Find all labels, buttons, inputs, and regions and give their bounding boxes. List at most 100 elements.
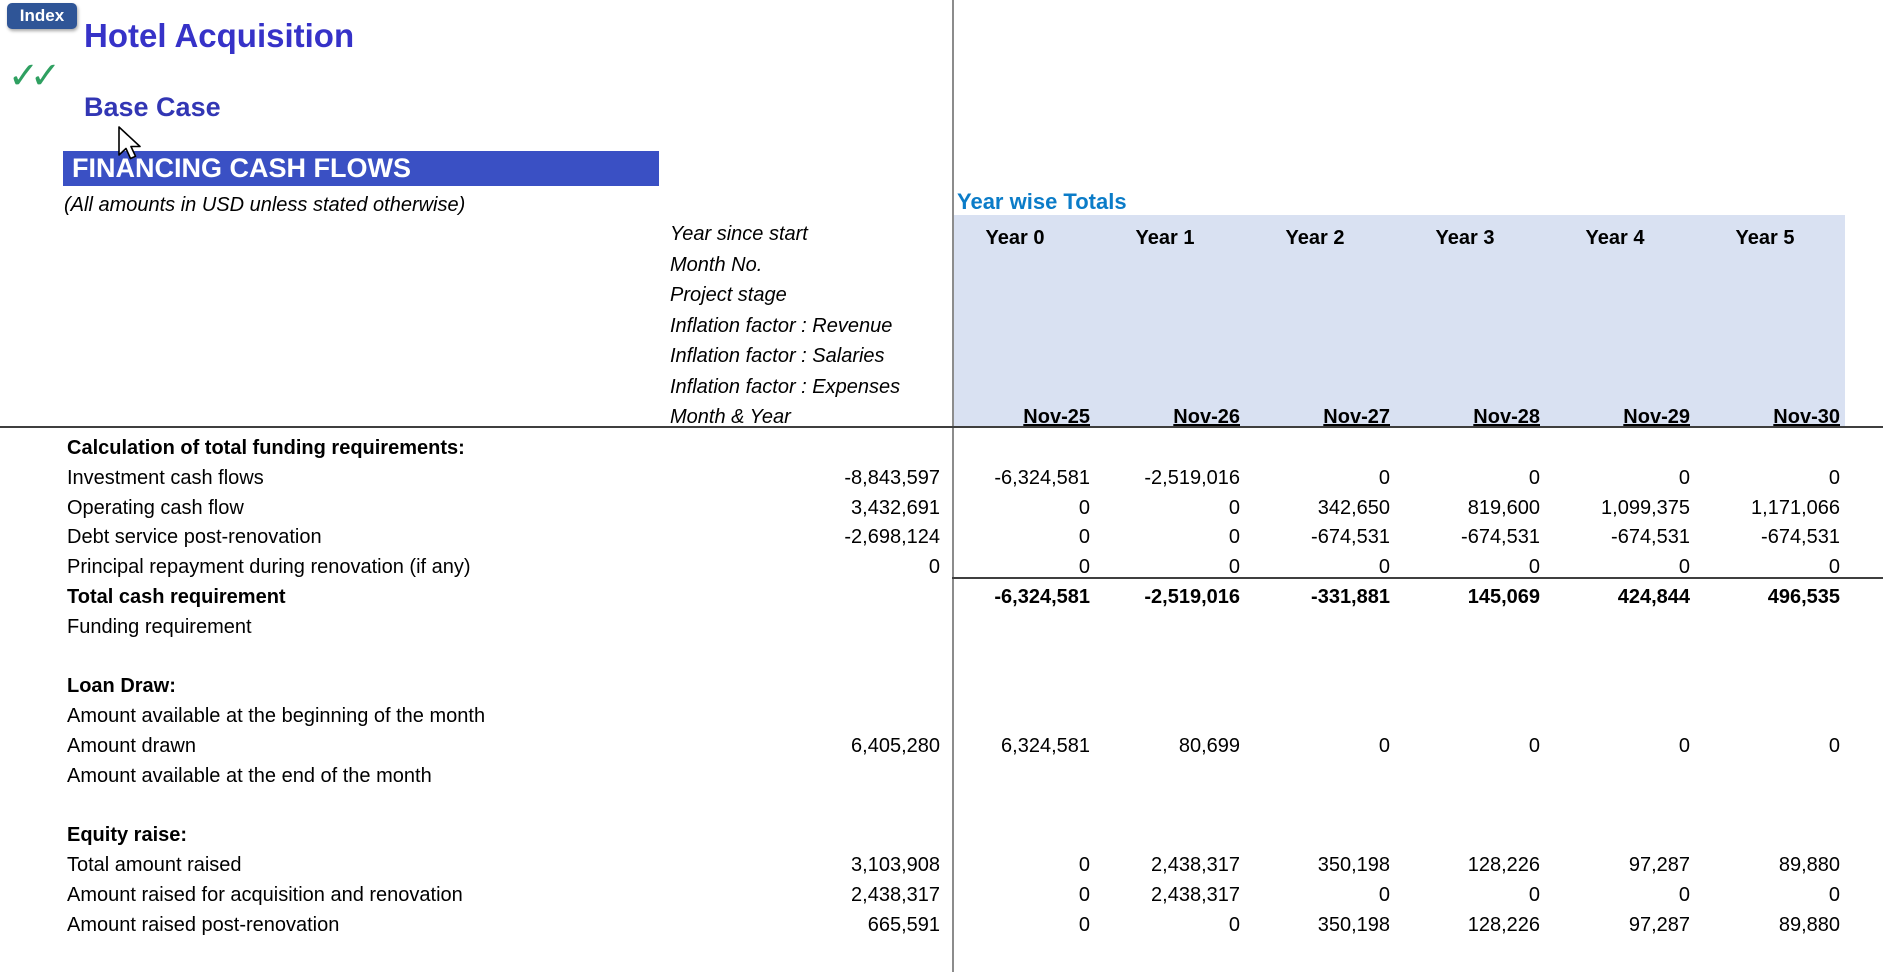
- year-value-cell[interactable]: -6,324,581: [994, 586, 1090, 608]
- row-label: Equity raise:: [67, 824, 188, 847]
- total-value-cell[interactable]: 6,405,280: [851, 735, 940, 757]
- year-value-cell[interactable]: 2,438,317: [1151, 884, 1240, 906]
- double-checkmark-icon: ✓✓: [8, 55, 61, 96]
- year-value-cell[interactable]: 0: [1228, 526, 1240, 549]
- row-label: Principal repayment during renovation (i…: [67, 556, 471, 579]
- year-value-cell[interactable]: 0: [1678, 556, 1690, 579]
- total-value-cell[interactable]: 2,438,317: [851, 884, 940, 906]
- year-totals-panel: [953, 215, 1845, 427]
- total-value-cell[interactable]: 665,591: [867, 913, 940, 936]
- meta-label: Inflation factor : Salaries: [670, 345, 885, 367]
- year-value-cell[interactable]: 0: [1378, 884, 1390, 906]
- year-value-cell[interactable]: 0: [1078, 884, 1090, 906]
- year-value-cell[interactable]: 80,699: [1178, 735, 1240, 757]
- year-value-cell[interactable]: 424,844: [1617, 586, 1690, 608]
- year-value-cell[interactable]: 97,287: [1628, 854, 1690, 877]
- workbook-title: Hotel Acquisition: [84, 17, 355, 54]
- year-value-cell[interactable]: 145,069: [1467, 586, 1540, 608]
- row-label: Loan Draw:: [67, 675, 176, 698]
- month-year-cell[interactable]: Nov-30: [1773, 406, 1840, 428]
- scenario-title: Base Case: [84, 92, 221, 122]
- year-value-cell[interactable]: 0: [1528, 884, 1540, 906]
- year-value-cell[interactable]: 128,226: [1467, 854, 1540, 877]
- year-column-header[interactable]: Year 4: [1585, 227, 1645, 249]
- year-value-cell[interactable]: 0: [1378, 556, 1390, 579]
- year-value-cell[interactable]: -2,519,016: [1144, 466, 1240, 489]
- row-label: Amount available at the beginning of the…: [67, 705, 486, 728]
- year-value-cell[interactable]: 0: [1078, 854, 1090, 877]
- year-value-cell[interactable]: -674,531: [1761, 526, 1840, 549]
- year-value-cell[interactable]: 1,171,066: [1751, 496, 1840, 519]
- year-value-cell[interactable]: 819,600: [1467, 496, 1540, 519]
- year-value-cell[interactable]: 0: [1678, 466, 1690, 489]
- year-value-cell[interactable]: 0: [1228, 496, 1240, 519]
- year-value-cell[interactable]: 128,226: [1467, 913, 1540, 936]
- total-row-rule: [952, 577, 1883, 579]
- year-value-cell[interactable]: 89,880: [1778, 913, 1840, 936]
- year-value-cell[interactable]: 0: [1678, 735, 1690, 757]
- year-column-header[interactable]: Year 5: [1735, 227, 1795, 249]
- month-year-cell[interactable]: Nov-26: [1173, 406, 1240, 428]
- year-value-cell[interactable]: 0: [1828, 735, 1840, 757]
- meta-label: Year since start: [670, 223, 808, 245]
- row-label: Amount raised post-renovation: [67, 913, 340, 936]
- year-value-cell[interactable]: -674,531: [1311, 526, 1390, 549]
- year-value-cell[interactable]: -2,519,016: [1144, 586, 1240, 608]
- row-label: Total amount raised: [67, 854, 242, 877]
- year-value-cell[interactable]: 0: [1828, 466, 1840, 489]
- row-label: Debt service post-renovation: [67, 526, 322, 549]
- total-value-cell[interactable]: 0: [928, 556, 940, 579]
- year-value-cell[interactable]: 350,198: [1317, 854, 1390, 877]
- year-value-cell[interactable]: 0: [1078, 526, 1090, 549]
- year-value-cell[interactable]: 0: [1528, 735, 1540, 757]
- year-value-cell[interactable]: 89,880: [1778, 854, 1840, 877]
- year-value-cell[interactable]: 496,535: [1767, 586, 1840, 608]
- year-value-cell[interactable]: 0: [1078, 496, 1090, 519]
- year-value-cell[interactable]: 97,287: [1628, 913, 1690, 936]
- month-year-cell[interactable]: Nov-29: [1623, 406, 1690, 428]
- month-year-cell[interactable]: Nov-25: [1023, 406, 1090, 428]
- month-year-cell[interactable]: Nov-28: [1473, 406, 1540, 428]
- year-value-cell[interactable]: 0: [1528, 556, 1540, 579]
- year-value-cell[interactable]: 2,438,317: [1151, 854, 1240, 877]
- year-value-cell[interactable]: 0: [1528, 466, 1540, 489]
- year-value-cell[interactable]: 0: [1228, 913, 1240, 936]
- year-value-cell[interactable]: 0: [1228, 556, 1240, 579]
- total-value-cell[interactable]: 3,103,908: [851, 854, 940, 877]
- row-label: Operating cash flow: [67, 496, 244, 519]
- year-value-cell[interactable]: 350,198: [1317, 913, 1390, 936]
- year-value-cell[interactable]: 1,099,375: [1601, 496, 1690, 519]
- year-value-cell[interactable]: 0: [1378, 466, 1390, 489]
- year-column-header[interactable]: Year 3: [1435, 227, 1495, 249]
- pane-divider: [952, 0, 954, 972]
- year-value-cell[interactable]: 6,324,581: [1001, 735, 1090, 757]
- year-column-header[interactable]: Year 0: [985, 227, 1045, 249]
- year-value-cell[interactable]: -674,531: [1611, 526, 1690, 549]
- units-note: (All amounts in USD unless stated otherw…: [64, 194, 466, 216]
- year-value-cell[interactable]: -331,881: [1311, 586, 1390, 608]
- year-column-header[interactable]: Year 2: [1285, 227, 1345, 249]
- total-value-cell[interactable]: 3,432,691: [851, 496, 940, 519]
- year-value-cell[interactable]: 0: [1828, 884, 1840, 906]
- year-value-cell[interactable]: 342,650: [1317, 496, 1390, 519]
- year-value-cell[interactable]: 0: [1378, 735, 1390, 757]
- meta-label: Inflation factor : Expenses: [670, 375, 901, 398]
- month-year-cell[interactable]: Nov-27: [1323, 406, 1390, 428]
- mouse-cursor: [118, 126, 141, 160]
- year-value-cell[interactable]: -6,324,581: [994, 466, 1090, 489]
- year-value-cell[interactable]: 0: [1078, 556, 1090, 579]
- row-label: Amount available at the end of the month: [67, 764, 432, 787]
- meta-label: Project stage: [670, 284, 787, 306]
- year-value-cell[interactable]: 0: [1678, 884, 1690, 906]
- index-button[interactable]: Index: [7, 3, 77, 29]
- year-value-cell[interactable]: 0: [1828, 556, 1840, 579]
- year-value-cell[interactable]: -674,531: [1461, 526, 1540, 549]
- section-banner: FINANCING CASH FLOWS: [63, 151, 659, 186]
- row-label: Calculation of total funding requirement…: [67, 437, 465, 459]
- total-value-cell[interactable]: -2,698,124: [844, 526, 940, 549]
- row-label: Total cash requirement: [67, 586, 286, 608]
- year-column-header[interactable]: Year 1: [1135, 227, 1195, 249]
- year-value-cell[interactable]: 0: [1078, 913, 1090, 936]
- total-value-cell[interactable]: -8,843,597: [844, 466, 940, 489]
